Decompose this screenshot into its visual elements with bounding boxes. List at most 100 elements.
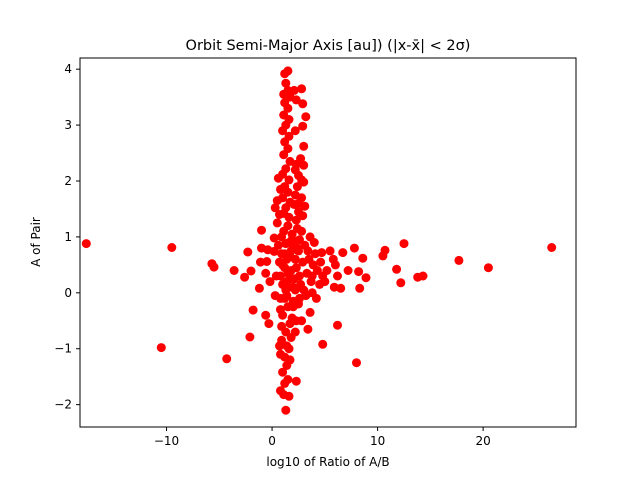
data-point xyxy=(285,355,295,365)
data-point xyxy=(240,272,250,282)
data-point xyxy=(392,264,402,274)
data-point xyxy=(361,273,371,283)
data-point xyxy=(288,240,298,250)
data-point xyxy=(257,225,266,235)
y-axis: −2 −1 0 1 2 3 4 xyxy=(54,62,80,412)
data-point xyxy=(352,358,361,368)
data-point xyxy=(275,257,284,267)
data-point xyxy=(454,255,464,265)
data-point xyxy=(292,224,302,233)
data-point xyxy=(295,235,304,245)
data-point xyxy=(222,354,232,364)
chart-title: Orbit Semi-Major Axis [au]) (|x-x̄| < 2σ… xyxy=(186,38,471,54)
data-point xyxy=(300,201,310,211)
data-point xyxy=(307,271,317,281)
data-point xyxy=(298,121,308,131)
data-point xyxy=(276,349,285,359)
data-point xyxy=(289,200,299,209)
x-tick-label: 10 xyxy=(370,434,385,448)
data-point xyxy=(290,126,300,136)
data-point xyxy=(354,267,364,277)
data-point xyxy=(281,78,291,88)
x-tick-label: 0 xyxy=(268,434,276,448)
data-point xyxy=(291,376,301,386)
data-point xyxy=(229,266,239,275)
data-point xyxy=(265,277,275,287)
data-point xyxy=(283,221,293,231)
data-point xyxy=(264,319,274,329)
data-point xyxy=(245,332,255,342)
data-point xyxy=(399,239,409,249)
data-point xyxy=(298,99,308,109)
data-point xyxy=(291,215,301,225)
data-point xyxy=(299,177,309,187)
data-point xyxy=(320,277,330,287)
x-axis-label: log10 of Ratio of A/B xyxy=(266,455,389,469)
data-point xyxy=(292,182,302,192)
data-point xyxy=(283,66,293,76)
data-point xyxy=(333,271,342,281)
data-point xyxy=(380,245,390,255)
data-point xyxy=(209,262,219,272)
data-point xyxy=(333,320,342,330)
data-point xyxy=(301,112,311,122)
data-point xyxy=(283,187,293,197)
x-tick-label: 20 xyxy=(475,434,490,448)
y-tick-label: 2 xyxy=(64,174,72,188)
data-point xyxy=(270,203,280,213)
data-point xyxy=(246,266,256,276)
data-point xyxy=(281,239,291,249)
data-point xyxy=(254,283,264,293)
data-point xyxy=(290,285,300,295)
data-point xyxy=(305,232,315,242)
y-tick-label: −1 xyxy=(54,342,72,356)
data-point xyxy=(282,341,292,351)
data-point xyxy=(280,137,290,147)
data-point xyxy=(330,260,340,270)
data-point xyxy=(298,211,308,221)
data-point xyxy=(284,175,294,185)
data-point xyxy=(299,160,309,170)
data-point xyxy=(287,229,297,239)
data-point xyxy=(338,248,348,258)
data-point xyxy=(276,271,285,281)
data-point xyxy=(273,240,283,250)
data-point xyxy=(280,293,290,303)
data-point xyxy=(325,246,335,256)
data-point xyxy=(167,243,177,252)
data-point xyxy=(317,248,327,258)
data-point xyxy=(483,263,493,273)
data-point xyxy=(343,266,353,275)
data-point xyxy=(297,316,307,326)
x-axis: −10 0 10 20 xyxy=(154,427,491,448)
data-point xyxy=(396,278,406,288)
data-point xyxy=(322,266,332,275)
y-tick-label: −2 xyxy=(54,398,72,412)
data-point xyxy=(275,210,284,219)
data-point xyxy=(277,321,287,331)
y-tick-label: 4 xyxy=(64,62,72,76)
data-point xyxy=(276,305,285,315)
data-point xyxy=(284,212,294,222)
data-point xyxy=(273,173,283,183)
data-point xyxy=(284,391,294,401)
data-point xyxy=(299,141,309,151)
data-point xyxy=(81,239,91,249)
data-point xyxy=(289,85,299,95)
data-point xyxy=(248,305,258,315)
plot-frame xyxy=(79,57,577,428)
data-point xyxy=(294,299,303,309)
data-point xyxy=(316,257,326,267)
data-point xyxy=(285,274,295,284)
data-point xyxy=(277,249,287,259)
data-point xyxy=(261,310,271,320)
y-tick-label: 3 xyxy=(64,118,72,132)
data-point xyxy=(305,307,315,317)
data-point xyxy=(278,126,288,136)
data-point xyxy=(303,246,313,256)
data-point xyxy=(303,324,313,334)
data-point xyxy=(355,283,365,293)
data-point xyxy=(280,378,290,388)
